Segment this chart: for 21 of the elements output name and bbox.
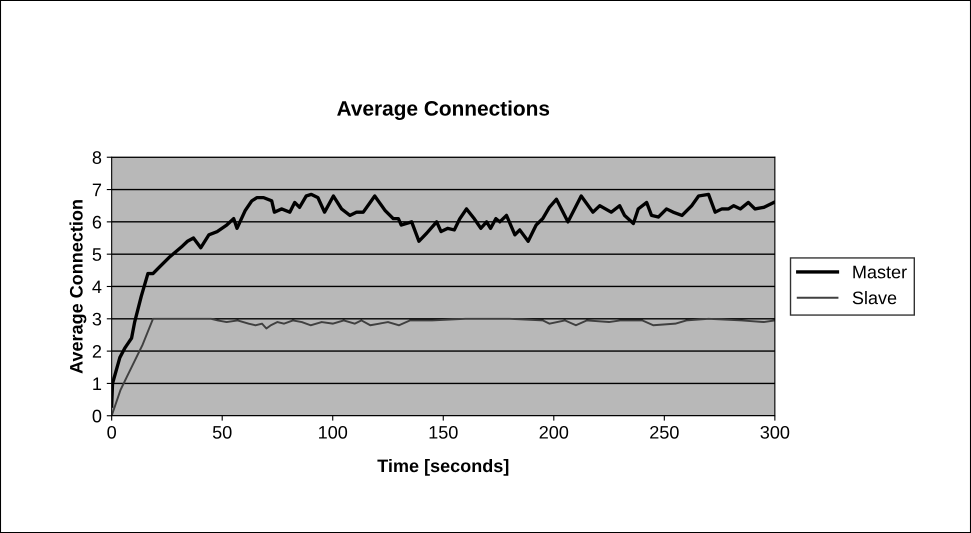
y-tick-label: 2 (92, 345, 102, 358)
y-tick-label: 7 (92, 184, 102, 196)
x-tick-label: 300 (760, 426, 790, 439)
y-tick-label: 4 (92, 280, 102, 294)
x-tick-label: 250 (650, 426, 679, 439)
y-tick-label: 6 (92, 216, 102, 229)
y-axis-title: Average Connection (69, 200, 86, 374)
x-tick-label: 50 (212, 426, 232, 439)
legend-label: Slave (852, 291, 896, 304)
y-tick-label: 8 (92, 151, 102, 164)
y-tick-label: 3 (92, 312, 102, 326)
x-tick-label: 150 (430, 426, 458, 439)
chart-title: Average Connections (337, 100, 550, 120)
x-tick-label: 100 (319, 426, 348, 439)
legend-label: Master (853, 266, 907, 278)
x-tick-label: 200 (540, 426, 568, 439)
x-axis-title: Time [seconds] (377, 458, 508, 476)
y-tick-label: 1 (93, 378, 102, 390)
x-tick-label: 0 (107, 426, 116, 439)
y-tick-label: 5 (92, 248, 102, 261)
y-tick-label: 0 (92, 410, 102, 422)
